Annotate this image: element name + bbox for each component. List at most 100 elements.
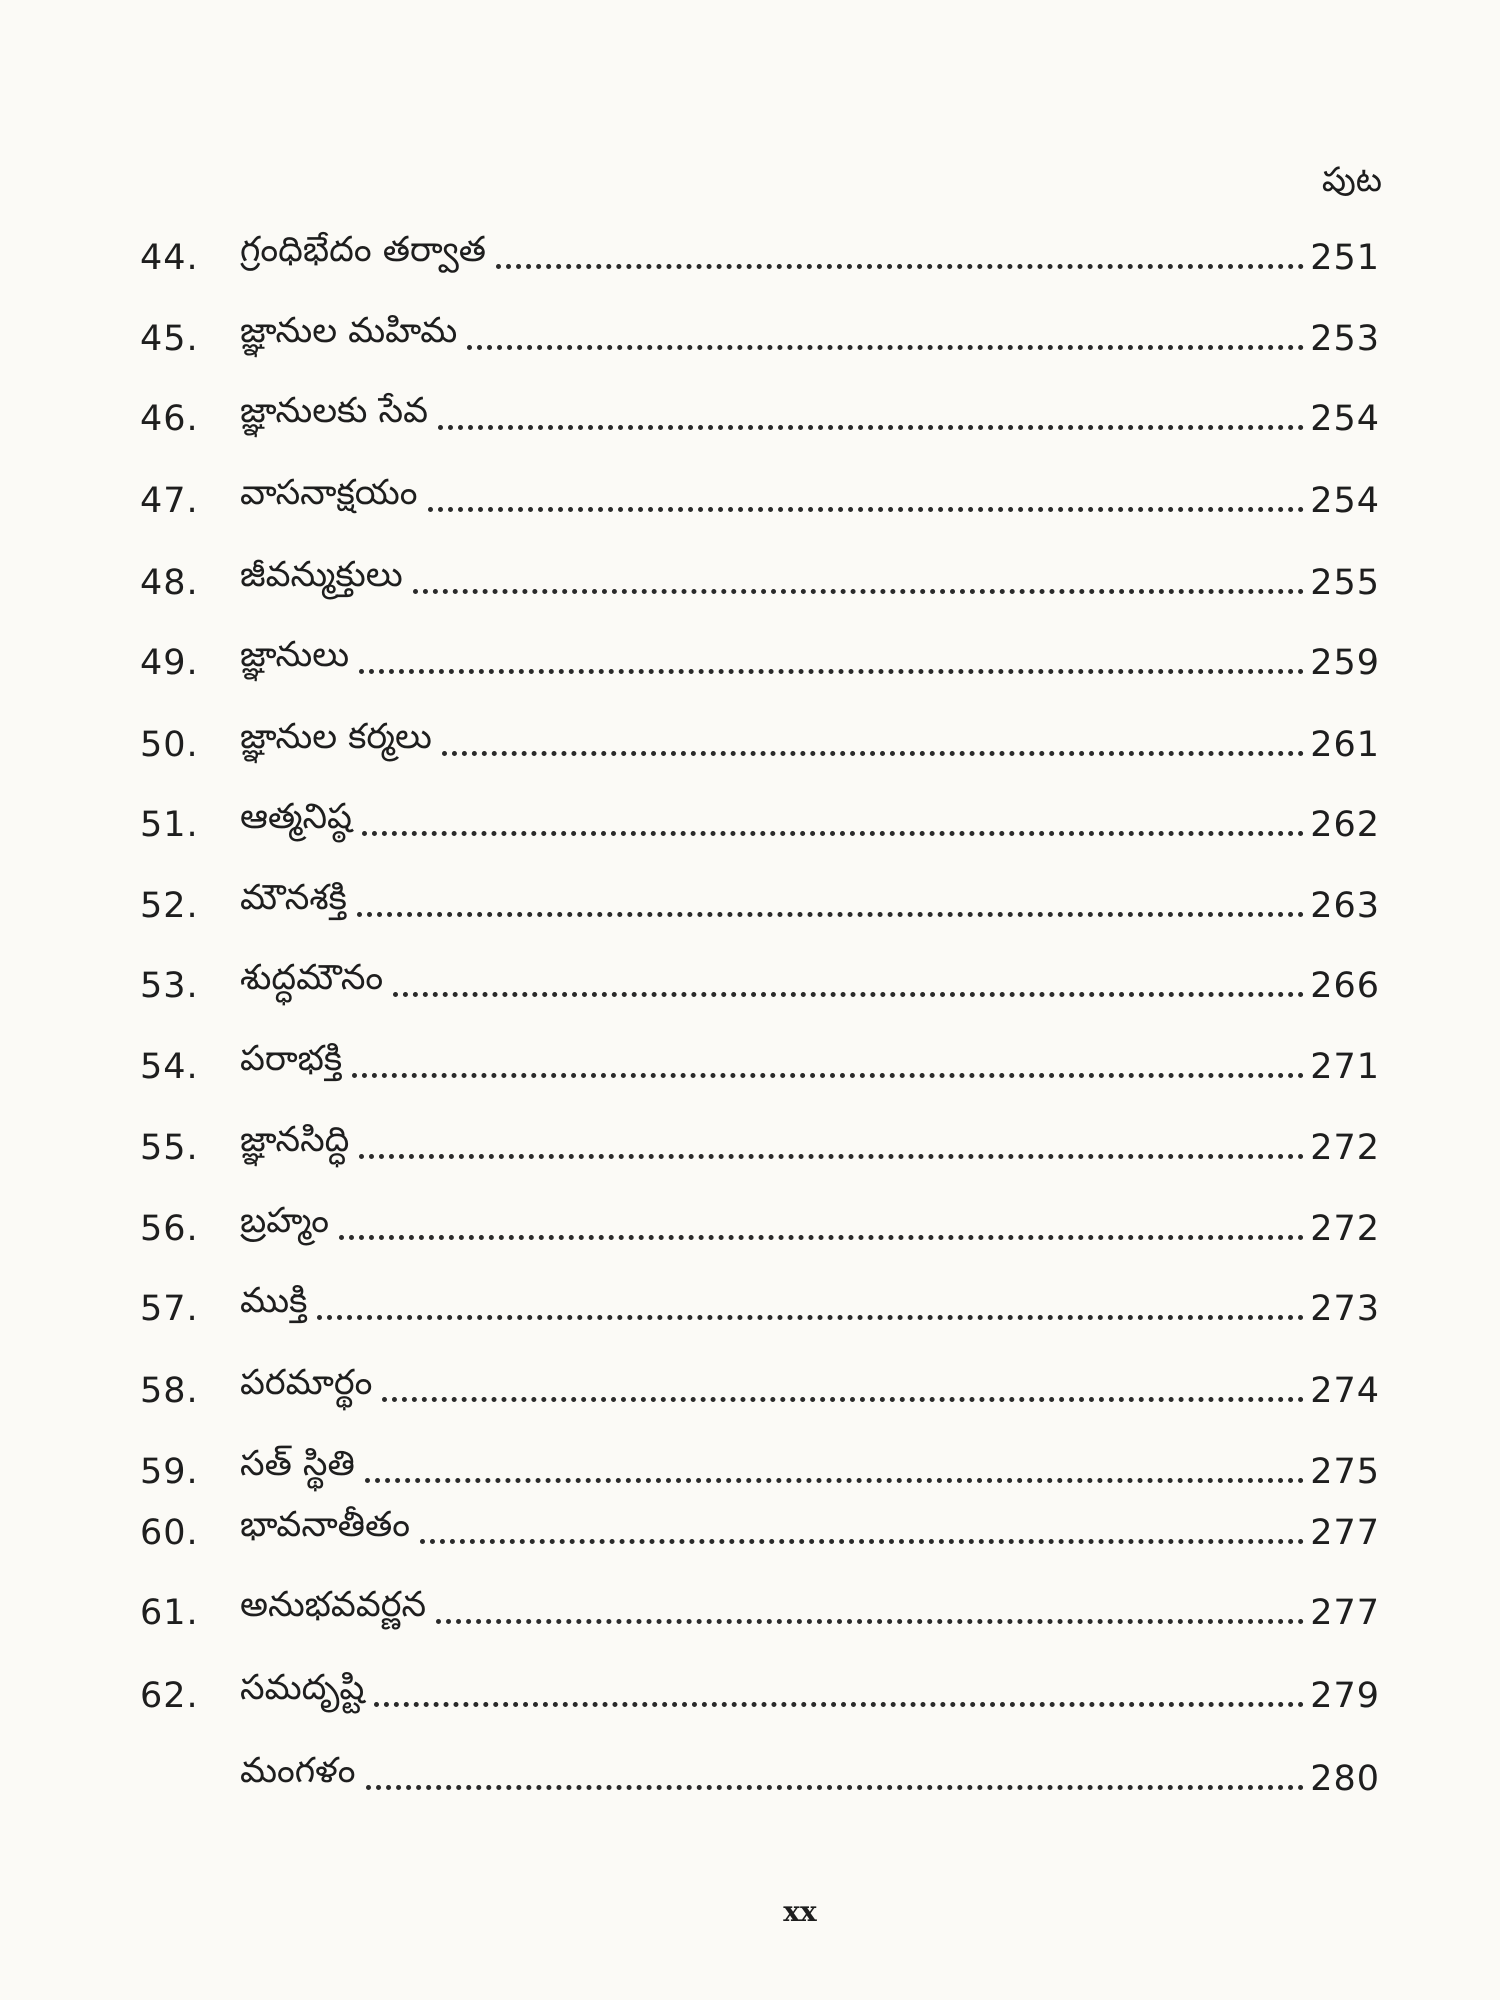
dot-leader <box>362 831 1305 836</box>
entry-page-number: 272 <box>1310 1128 1380 1168</box>
entry-number: 58. <box>140 1371 199 1411</box>
entry-number: 50. <box>140 725 199 765</box>
entry-title: జ్ఞానులకు సేవ <box>240 391 428 431</box>
entry-number: 61. <box>140 1593 199 1633</box>
entry-page-number: 266 <box>1310 966 1380 1006</box>
page-column-heading: పుట <box>1321 160 1382 200</box>
dot-leader <box>382 1397 1305 1402</box>
entry-page-number: 277 <box>1310 1513 1380 1553</box>
entry-page-number: 254 <box>1310 481 1380 521</box>
entry-number: 47. <box>140 481 199 521</box>
entry-title: సత్ స్థితి <box>240 1444 355 1484</box>
entry-page-number: 254 <box>1310 399 1380 439</box>
page-folio: xx <box>783 1895 817 1928</box>
dot-leader <box>356 912 1305 917</box>
toc-entry: 57. ముక్తి 273 <box>140 1279 1380 1329</box>
toc-entry: 47. వాసనాక్షయం 254 <box>140 471 1380 521</box>
entry-number: 57. <box>140 1289 199 1329</box>
entry-page-number: 262 <box>1310 805 1380 845</box>
entry-page-number: 280 <box>1310 1759 1380 1799</box>
entry-page-number: 279 <box>1310 1676 1380 1716</box>
dot-leader <box>467 345 1305 350</box>
dot-leader <box>317 1315 1305 1320</box>
entry-number: 56. <box>140 1209 199 1249</box>
dot-leader <box>393 992 1305 997</box>
entry-title: జీవన్ముక్తులు <box>240 555 403 595</box>
entry-page-number: 253 <box>1310 319 1380 359</box>
entry-title: శుద్ధమౌనం <box>240 958 384 998</box>
toc-entry: 61. అనుభవవర్ణన 277 <box>140 1583 1380 1633</box>
dot-leader <box>352 1073 1305 1078</box>
entry-title: గ్రంధిభేదం తర్వాత <box>240 230 486 270</box>
toc-entry: 60. భావనాతీతం 277 <box>140 1503 1380 1553</box>
toc-entry: 49. జ్ఞానులు 259 <box>140 633 1380 683</box>
entry-page-number: 259 <box>1310 643 1380 683</box>
entry-title: పరాభక్తి <box>240 1039 343 1079</box>
dot-leader <box>359 1154 1305 1159</box>
entry-title: జ్ఞానుల మహిమ <box>240 311 458 351</box>
entry-title: వాసనాక్షయం <box>240 473 418 513</box>
entry-page-number: 277 <box>1310 1593 1380 1633</box>
entry-title: మౌనశక్తి <box>240 878 347 918</box>
dot-leader <box>427 507 1305 512</box>
entry-number: 46. <box>140 399 199 439</box>
entry-number: 62. <box>140 1676 199 1716</box>
entry-page-number: 261 <box>1310 725 1380 765</box>
entry-number: 52. <box>140 886 199 926</box>
entry-number: 48. <box>140 563 199 603</box>
dot-leader <box>364 1478 1305 1483</box>
toc-entry: 51. ఆత్మనిష్ఠ 262 <box>140 795 1380 845</box>
entry-title: భావనాతీతం <box>240 1505 411 1545</box>
toc-entry: 46. జ్ఞానులకు సేవ 254 <box>140 389 1380 439</box>
toc-entry: 62. సమదృష్టి 279 <box>140 1666 1380 1716</box>
toc-entry: 45. జ్ఞానుల మహిమ 253 <box>140 309 1380 359</box>
dot-leader <box>359 669 1305 674</box>
entry-page-number: 272 <box>1310 1209 1380 1249</box>
dot-leader <box>441 751 1305 756</box>
entry-page-number: 251 <box>1310 238 1380 278</box>
dot-leader <box>412 589 1305 594</box>
toc-entry: 55. జ్ఞానసిద్ధి 272 <box>140 1118 1380 1168</box>
toc-entry: 52. మౌనశక్తి 263 <box>140 876 1380 926</box>
entry-page-number: 271 <box>1310 1047 1380 1087</box>
entry-title: జ్ఞానులు <box>240 635 350 675</box>
entry-number: 51. <box>140 805 199 845</box>
entry-number: 59. <box>140 1452 199 1492</box>
dot-leader <box>420 1539 1305 1544</box>
entry-number: 45. <box>140 319 199 359</box>
toc-entry: 59. సత్ స్థితి 275 <box>140 1442 1380 1492</box>
dot-leader <box>436 1619 1305 1624</box>
entry-page-number: 273 <box>1310 1289 1380 1329</box>
toc-entry: 53. శుద్ధమౌనం 266 <box>140 956 1380 1006</box>
toc-entry: 50. జ్ఞానుల కర్మలు 261 <box>140 715 1380 765</box>
dot-leader <box>339 1235 1305 1240</box>
entry-title: పరమార్థం <box>240 1363 373 1403</box>
entry-title: సమదృష్టి <box>240 1668 365 1708</box>
entry-title: మంగళం <box>240 1751 356 1791</box>
dot-leader <box>365 1785 1305 1790</box>
entry-number: 54. <box>140 1047 199 1087</box>
entry-title: బ్రహ్మం <box>240 1201 330 1241</box>
entry-title: జ్ఞానసిద్ధి <box>240 1120 350 1160</box>
entry-page-number: 275 <box>1310 1452 1380 1492</box>
toc-entry: మంగళం 280 <box>140 1749 1380 1799</box>
toc-entry: 58. పరమార్థం 274 <box>140 1361 1380 1411</box>
toc-entry: 44. గ్రంధిభేదం తర్వాత 251 <box>140 228 1380 278</box>
entry-page-number: 255 <box>1310 563 1380 603</box>
entry-title: ఆత్మనిష్ఠ <box>240 797 353 837</box>
entry-title: అనుభవవర్ణన <box>240 1585 427 1625</box>
entry-number: 60. <box>140 1513 199 1553</box>
toc-entry: 54. పరాభక్తి 271 <box>140 1037 1380 1087</box>
entry-title: జ్ఞానుల కర్మలు <box>240 717 432 757</box>
entry-number: 55. <box>140 1128 199 1168</box>
dot-leader <box>374 1702 1305 1707</box>
entry-number: 53. <box>140 966 199 1006</box>
entry-number: 49. <box>140 643 199 683</box>
entry-page-number: 263 <box>1310 886 1380 926</box>
dot-leader <box>495 264 1305 269</box>
dot-leader <box>437 425 1305 430</box>
toc-entry: 56. బ్రహ్మం 272 <box>140 1199 1380 1249</box>
toc-entry: 48. జీవన్ముక్తులు 255 <box>140 553 1380 603</box>
entry-number: 44. <box>140 238 199 278</box>
entry-title: ముక్తి <box>240 1281 308 1321</box>
